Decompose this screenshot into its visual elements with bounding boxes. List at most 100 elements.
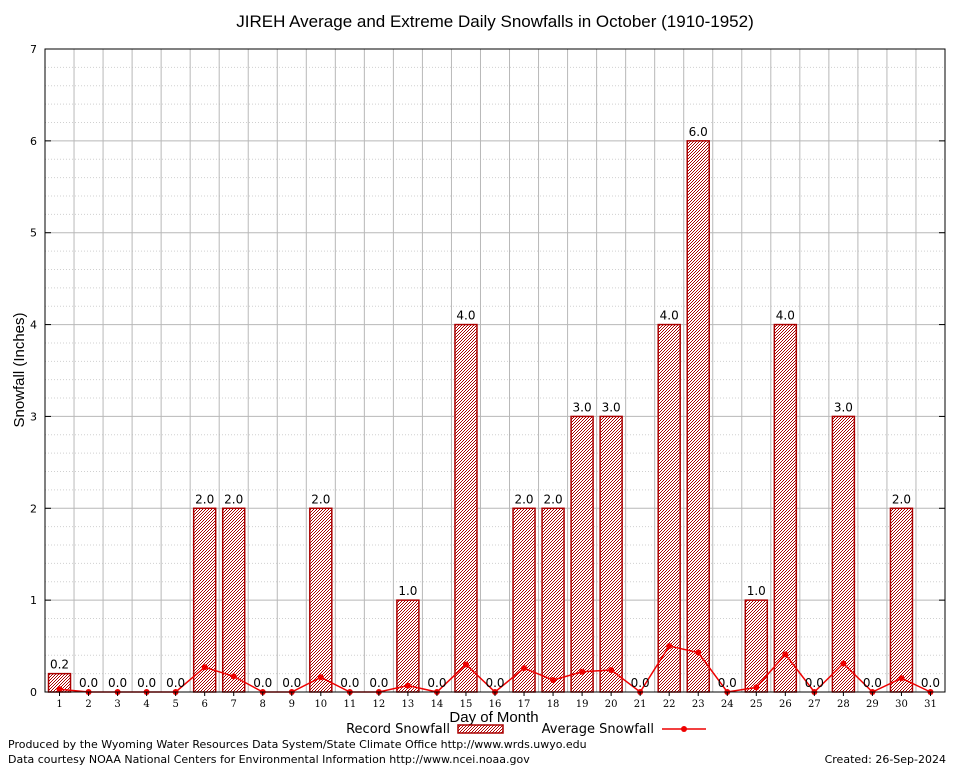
bar-value-label: 2.0 bbox=[195, 492, 214, 506]
legend-average-marker bbox=[681, 726, 687, 732]
bar-value-label: 0.0 bbox=[718, 676, 737, 690]
x-tick-label: 25 bbox=[750, 699, 763, 710]
y-axis-label: Snowfall (Inches) bbox=[11, 312, 28, 427]
legend: Record Snowfall Average Snowfall bbox=[346, 722, 706, 737]
x-tick-label: 21 bbox=[634, 699, 647, 710]
average-point bbox=[608, 666, 615, 673]
bar-value-label: 0.0 bbox=[631, 676, 650, 690]
legend-average-label: Average Snowfall bbox=[542, 722, 654, 737]
bar-value-label: 0.0 bbox=[137, 676, 156, 690]
legend-record-label: Record Snowfall bbox=[346, 722, 450, 737]
bar-value-label: 0.0 bbox=[340, 676, 359, 690]
bar-value-label: 0.0 bbox=[921, 676, 940, 690]
x-tick-label: 22 bbox=[663, 699, 676, 710]
bar-value-label: 0.0 bbox=[108, 676, 127, 690]
bar-value-label: 4.0 bbox=[456, 309, 475, 323]
x-tick-label: 30 bbox=[895, 699, 908, 710]
x-tick-label: 31 bbox=[924, 699, 937, 710]
average-point bbox=[462, 661, 469, 668]
average-point bbox=[840, 660, 847, 667]
x-tick-label: 2 bbox=[85, 699, 91, 710]
bar-value-label: 4.0 bbox=[660, 309, 679, 323]
x-tick-label: 8 bbox=[260, 699, 266, 710]
average-point bbox=[753, 684, 760, 691]
footer-created: Created: 26-Sep-2024 bbox=[824, 753, 946, 766]
average-point bbox=[521, 665, 528, 672]
average-point bbox=[579, 668, 586, 675]
x-tick-label: 5 bbox=[172, 699, 178, 710]
record-bar bbox=[686, 140, 710, 693]
x-tick-label: 27 bbox=[808, 699, 821, 710]
x-tick-label: 19 bbox=[576, 699, 589, 710]
bar-value-label: 0.0 bbox=[166, 676, 185, 690]
x-tick-label: 11 bbox=[343, 699, 356, 710]
record-bar bbox=[831, 415, 856, 693]
bar-value-label: 0.0 bbox=[282, 676, 301, 690]
bar-value-label: 0.0 bbox=[485, 676, 504, 690]
x-tick-label: 20 bbox=[605, 699, 618, 710]
x-tick-label: 24 bbox=[721, 699, 734, 710]
record-bar bbox=[541, 507, 565, 693]
bar-value-label: 0.0 bbox=[79, 676, 98, 690]
y-tick-label: 5 bbox=[30, 227, 37, 240]
bar-value-label: 0.0 bbox=[369, 676, 388, 690]
x-tick-label: 28 bbox=[837, 699, 850, 710]
bar-value-label: 3.0 bbox=[602, 400, 621, 414]
average-point bbox=[404, 682, 411, 689]
y-tick-label: 2 bbox=[30, 502, 37, 515]
bar-value-label: 0.0 bbox=[427, 676, 446, 690]
legend-record-swatch bbox=[457, 724, 504, 734]
y-tick-label: 3 bbox=[30, 410, 37, 423]
record-bar bbox=[309, 507, 333, 693]
record-bar bbox=[396, 599, 420, 693]
bar-value-label: 4.0 bbox=[776, 309, 795, 323]
x-tick-label: 12 bbox=[373, 699, 386, 710]
y-tick-label: 1 bbox=[30, 594, 37, 607]
x-tick-label: 10 bbox=[314, 699, 327, 710]
footer-produced-by: Produced by the Wyoming Water Resources … bbox=[8, 738, 587, 751]
y-tick-label: 7 bbox=[30, 43, 37, 56]
record-bar bbox=[773, 323, 798, 693]
labels: 0.2 0.0 0.0 0.0 0.0 2.0 2.0 0.0 0.0 2.0 0.0 0.0 1.0 0… bbox=[50, 125, 940, 690]
x-tick-label: 1 bbox=[56, 699, 62, 710]
x-tick-label: 29 bbox=[866, 699, 879, 710]
record-bar bbox=[599, 415, 623, 693]
bar-value-label: 3.0 bbox=[834, 400, 853, 414]
x-tick-label: 18 bbox=[547, 699, 560, 710]
x-tick-label: 13 bbox=[402, 699, 415, 710]
average-point bbox=[898, 675, 905, 682]
x-tick-label: 9 bbox=[289, 699, 295, 710]
bar-value-label: 6.0 bbox=[689, 125, 708, 139]
x-tick-label: 23 bbox=[692, 699, 705, 710]
bar-value-label: 0.2 bbox=[50, 658, 69, 672]
bar-value-label: 2.0 bbox=[514, 492, 533, 506]
average-point bbox=[230, 673, 237, 680]
bar-value-label: 3.0 bbox=[573, 400, 592, 414]
x-tick-label: 3 bbox=[114, 699, 120, 710]
bar-value-label: 2.0 bbox=[892, 492, 911, 506]
x-tick-label: 6 bbox=[201, 699, 207, 710]
record-bar bbox=[221, 507, 246, 693]
bar-value-label: 0.0 bbox=[863, 676, 882, 690]
bar-value-label: 2.0 bbox=[544, 492, 563, 506]
average-point bbox=[56, 686, 63, 693]
bar-value-label: 0.0 bbox=[805, 676, 824, 690]
record-bar bbox=[570, 415, 594, 693]
footer-data-courtesy: Data courtesy NOAA National Centers for … bbox=[8, 753, 530, 766]
average-point bbox=[201, 664, 208, 671]
bar-value-label: 2.0 bbox=[224, 492, 243, 506]
x-tick-label: 7 bbox=[231, 699, 237, 710]
record-bar bbox=[454, 323, 478, 693]
chart-title: JIREH Average and Extreme Daily Snowfall… bbox=[236, 12, 754, 31]
bar-value-label: 1.0 bbox=[747, 584, 766, 598]
average-point bbox=[695, 649, 702, 656]
average-point bbox=[317, 674, 324, 681]
average-point bbox=[782, 651, 789, 658]
bar-value-label: 1.0 bbox=[398, 584, 417, 598]
x-tick-label: 15 bbox=[460, 699, 473, 710]
record-bar bbox=[512, 507, 536, 693]
x-tick-label: 16 bbox=[489, 699, 502, 710]
y-tick-label: 6 bbox=[30, 135, 37, 148]
record-bar bbox=[889, 507, 914, 693]
